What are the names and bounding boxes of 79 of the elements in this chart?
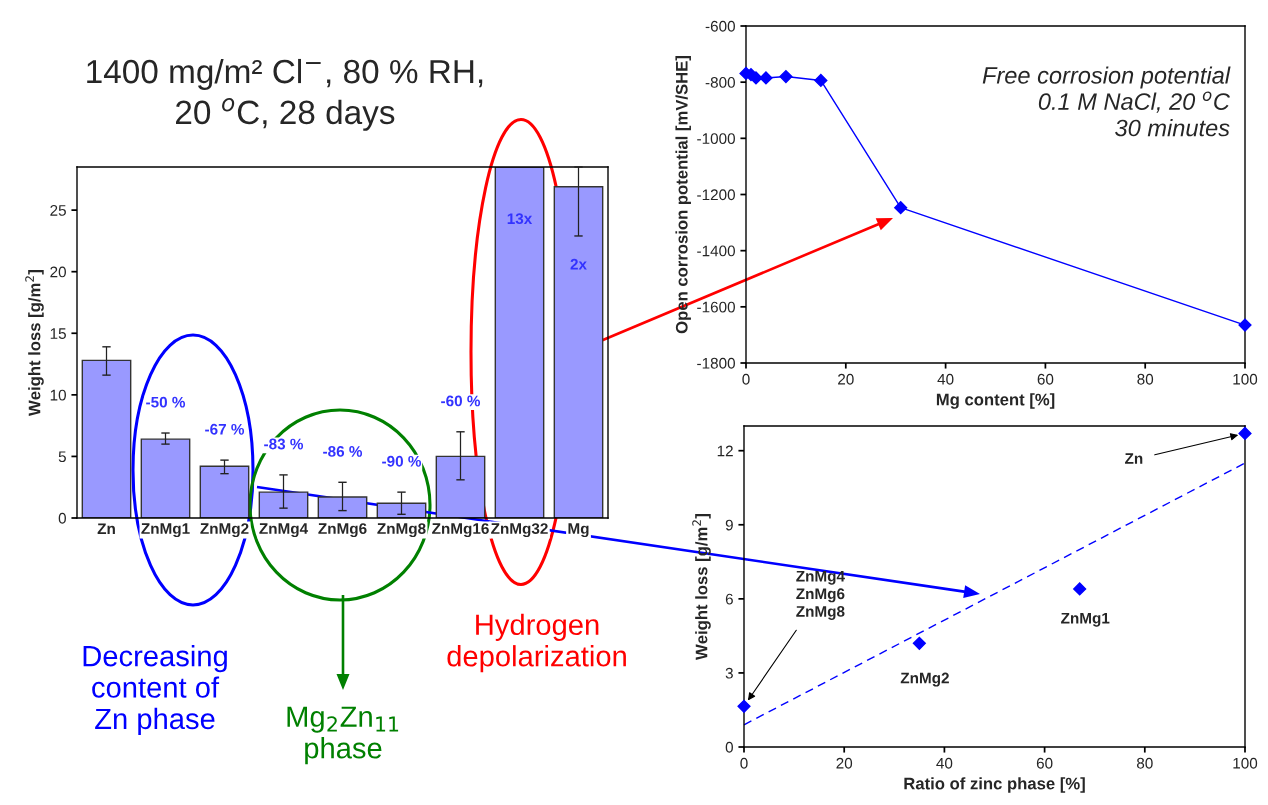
point (737, 699, 751, 713)
annotation: ZnMg1 (1061, 612, 1110, 627)
x-tick-label: ZnMg4 (259, 523, 309, 538)
y-tick-label: 25 (50, 204, 66, 216)
text: Decreasing content of Zn phase (83, 644, 227, 736)
y-tick-label: -800 (705, 77, 735, 88)
x-tick-label: ZnMg32 (491, 523, 548, 538)
x-tick-label: 0 (742, 373, 750, 385)
annotation: 2x (570, 258, 587, 270)
x-tick-label: ZnMg16 (432, 523, 489, 538)
x-tick-label: 20 (838, 373, 854, 385)
annotation: -60 % (441, 395, 481, 407)
x-tick-label: 40 (936, 757, 953, 769)
bar (140, 438, 191, 518)
annotation: -67 % (205, 423, 245, 435)
x-tick-label: Zn (97, 523, 115, 534)
point (814, 73, 828, 88)
annotation: 13x (507, 213, 533, 225)
annotation: ZnMg2 (900, 672, 949, 687)
y-tick-label: 15 (50, 328, 66, 339)
y-axis-title: Weight loss [g/m$^{2}$] (692, 514, 711, 660)
annotation: -83 % (264, 438, 304, 450)
x-tick-label: 80 (1137, 373, 1154, 385)
y-tick-label: 12 (717, 445, 733, 457)
annotation: Free corrosion potential 0.1 M NaCl, 20 $^{o}$C 30 minutes (982, 66, 1231, 137)
y-tick-label: -1800 (697, 357, 735, 369)
annotation: -50 % (146, 396, 186, 408)
x-axis-title: Mg content [%] (936, 393, 1055, 409)
y-tick-label: 20 (50, 266, 66, 278)
y-tick-label: 0 (725, 741, 733, 753)
bar (81, 359, 132, 518)
x-tick-label: 60 (1036, 757, 1053, 769)
point (759, 71, 773, 85)
x-tick-label: 0 (740, 757, 748, 769)
x-tick-label: ZnMg6 (318, 523, 367, 538)
annotation: ZnMg4 ZnMg6 ZnMg8 (796, 570, 845, 620)
bar (317, 496, 368, 518)
y-tick-label: -1200 (697, 189, 735, 201)
x-tick-label: 60 (1037, 373, 1054, 385)
point (779, 69, 793, 84)
y-tick-label: 5 (58, 451, 66, 463)
x-tick-label: ZnMg1 (141, 523, 190, 538)
y-tick-label: -1400 (697, 245, 735, 257)
bar (199, 465, 250, 518)
annotation: Zn (1125, 453, 1143, 464)
y-tick-label: 0 (58, 512, 66, 524)
x-tick-label: ZnMg2 (200, 523, 249, 538)
y-tick-label: -1000 (697, 133, 735, 145)
y-tick-label: 3 (725, 667, 733, 679)
y-axis-title: Weight loss [g/m$^{2}$] (25, 270, 44, 416)
bar (494, 167, 545, 518)
y-axis-title: Open corrosion potential [mV/SHE] (675, 56, 691, 334)
x-axis-title: Ratio of zinc phase [%] (904, 777, 1085, 793)
y-tick-label: 9 (725, 519, 733, 531)
point (912, 636, 926, 650)
x-tick-label: Mg (568, 523, 589, 538)
y-tick-label: -1600 (697, 301, 735, 313)
x-tick-label: 20 (836, 757, 853, 769)
x-tick-label: 100 (1233, 757, 1258, 769)
text: Hydrogen depolarization (447, 613, 626, 673)
bar (376, 502, 427, 518)
x-tick-label: ZnMg8 (377, 523, 426, 538)
x-tick-label: 100 (1233, 373, 1258, 385)
x-tick-label: 80 (1136, 757, 1153, 769)
x-tick-label: 40 (937, 373, 954, 385)
y-tick-label: 10 (50, 389, 66, 401)
bar (435, 455, 486, 518)
annotation: -86 % (323, 446, 363, 457)
text: Mg$_{2}$Zn$_{11}$ phase (287, 706, 399, 765)
chart-title: 1400 mg/m² Cl$^{−}$, 80 % RH, 20 $^{o}$C, 28 days (87, 58, 483, 131)
bar (553, 186, 604, 518)
bar (258, 491, 309, 518)
y-tick-label: 6 (725, 593, 733, 605)
point (1073, 582, 1087, 596)
point (894, 201, 908, 215)
y-tick-label: -600 (705, 20, 735, 32)
point (1238, 426, 1252, 440)
annotation: -90 % (382, 455, 422, 467)
point (1238, 318, 1252, 332)
